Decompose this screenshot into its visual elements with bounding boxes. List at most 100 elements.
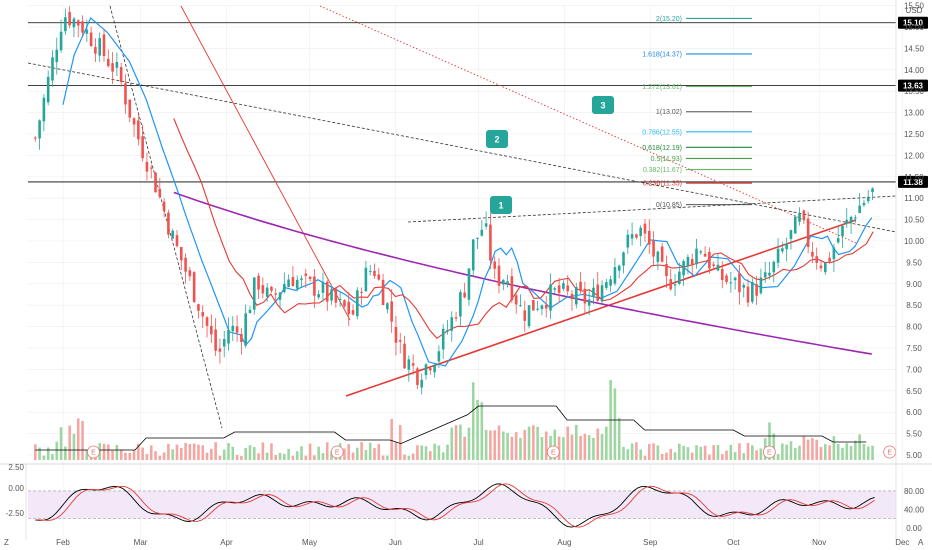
candle-body: [115, 61, 119, 68]
volume-bar: [854, 440, 857, 460]
candle-body: [175, 235, 179, 247]
volume-bar: [454, 425, 458, 460]
earnings-marker-circle: [762, 445, 776, 459]
candle-body: [652, 240, 655, 257]
candle-body: [308, 276, 312, 279]
trend-dashed-flat: [407, 195, 897, 223]
volume-bar: [188, 444, 192, 460]
candle-body: [162, 201, 166, 212]
candle-body: [579, 281, 582, 291]
volume-bar: [841, 447, 844, 460]
candle-body: [106, 58, 110, 66]
candle-body: [34, 137, 37, 139]
price-level-label: 15.10: [903, 19, 924, 28]
candle-body: [360, 291, 363, 293]
fib-level-label: 0.618(12.19): [642, 145, 682, 152]
ma-200-line: [173, 191, 872, 355]
volume-bar: [746, 442, 750, 460]
candle-body: [759, 277, 763, 294]
candle-body: [501, 280, 505, 285]
volume-bar: [832, 436, 836, 460]
volume-bar: [596, 428, 600, 460]
volume-bar: [493, 430, 497, 460]
volume-bar: [197, 444, 200, 460]
candle-body: [89, 32, 93, 47]
fib-level-label: 0(10.85): [656, 202, 682, 209]
candle-body: [192, 272, 196, 303]
x-tick-label: Oct: [727, 538, 740, 547]
osc-right-tick-label: 40.00: [904, 505, 925, 514]
earnings-marker-label: E: [767, 450, 772, 457]
candle-body: [64, 17, 67, 32]
volume-bar: [540, 437, 544, 460]
volume-bar: [321, 453, 325, 460]
volume-bar: [635, 442, 638, 460]
volume-bar: [214, 442, 217, 460]
earnings-marker-label: E: [91, 450, 96, 457]
price-tick-label: 6.50: [906, 387, 922, 396]
candle-body: [454, 317, 458, 319]
candle-body: [128, 99, 132, 118]
price-level-label: 11.38: [903, 178, 923, 187]
osc-left-tick-label: -2.50: [6, 509, 25, 518]
annotation-bubble: [490, 196, 512, 214]
candle-body: [463, 292, 466, 298]
price-tick-label: 7.50: [906, 344, 922, 353]
candle-body: [429, 368, 432, 371]
volume-bar: [759, 448, 763, 460]
volume-bar: [716, 445, 720, 460]
volume-bar: [862, 444, 866, 460]
volume-bar: [398, 425, 402, 460]
volume-bar: [587, 435, 591, 460]
volume-bar: [532, 425, 535, 460]
candle-body: [248, 309, 252, 314]
volume-bar: [489, 430, 492, 460]
candle-body: [467, 268, 471, 300]
volume-bar: [300, 446, 303, 460]
volume-bar: [102, 443, 106, 460]
volume-bar: [85, 449, 89, 460]
volume-bar: [235, 454, 239, 460]
candle-body: [300, 278, 303, 280]
candle-body: [514, 295, 518, 305]
stochastic-oscillator: [0, 463, 932, 528]
volume-bar: [471, 382, 475, 460]
volume-bar: [776, 454, 780, 460]
volume-bar: [364, 450, 368, 460]
candle-body: [433, 364, 436, 373]
candle-body: [755, 284, 758, 296]
volume-bar: [274, 455, 278, 460]
candle-body: [85, 29, 89, 34]
candle-body: [42, 97, 46, 122]
volume-bar: [527, 426, 531, 460]
volume-bar: [64, 446, 67, 460]
volume-bar: [673, 452, 677, 460]
volume-bar: [287, 448, 290, 460]
volume-bar: [501, 431, 505, 460]
candle-body: [437, 351, 441, 362]
candle-body: [459, 292, 462, 317]
candle-body: [785, 243, 788, 250]
candle-body: [862, 202, 866, 206]
volume-bar: [476, 399, 479, 460]
candle-body: [686, 256, 690, 267]
candle-body: [81, 21, 84, 33]
candle-body: [141, 136, 144, 159]
osc-left-tick-label: 0.00: [8, 484, 24, 493]
candle-body: [201, 312, 205, 317]
horizontal-levels: 15.10 13.63 11.38: [28, 16, 928, 188]
price-tick-label: 15.50: [904, 2, 925, 11]
volume-bar: [167, 443, 170, 460]
volume-bar: [403, 454, 406, 460]
candle-body: [338, 299, 342, 301]
candle-body: [553, 288, 557, 290]
candle-body: [235, 326, 239, 333]
annotations: 1 2 3: [486, 96, 614, 214]
volume-bar: [570, 434, 574, 460]
price-tick-label: 14.00: [904, 66, 925, 75]
volume-bar: [450, 427, 454, 460]
candle-body: [265, 287, 269, 297]
currency-label: USD: [906, 6, 923, 15]
fib-level-label: 0.786(12.55): [642, 129, 682, 136]
